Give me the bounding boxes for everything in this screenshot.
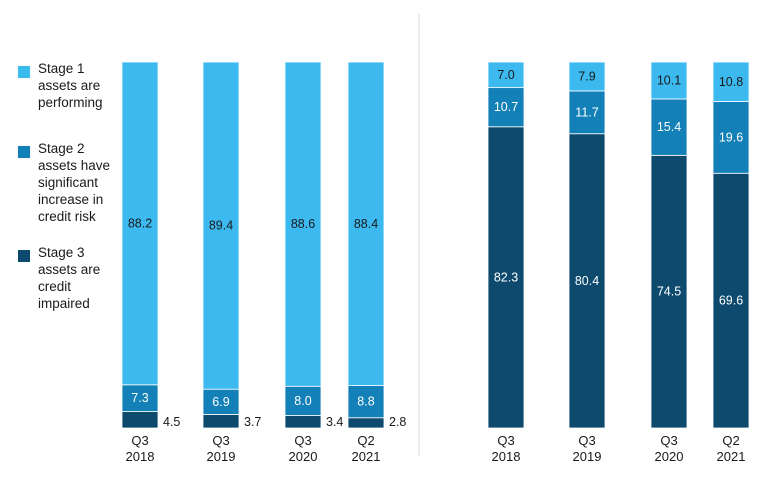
bar-segment-p2-c3-s1 — [650, 154, 688, 429]
x-tick-label-p1-c1-l2: 2018 — [126, 449, 155, 464]
bar-segment-p2-c4-s1 — [712, 172, 750, 429]
data-label-p1-c2-s2: 6.9 — [212, 395, 229, 409]
data-label-p1-c4-s2: 8.8 — [357, 395, 374, 409]
x-tick-label-p1-c4-l2: 2021 — [352, 449, 381, 464]
x-tick-label-p1-c3-l1: Q3 — [294, 433, 311, 448]
data-label-p2-c1-s3: 7.0 — [497, 68, 514, 82]
data-label-p1-c1-s1: 4.5 — [163, 415, 180, 429]
bar-segment-p1-c2-s1 — [202, 414, 240, 429]
bar-segment-p1-c4-s3 — [347, 61, 385, 386]
data-label-p2-c2-s3: 7.9 — [578, 69, 595, 83]
legend-swatch-stage-1 — [18, 66, 30, 78]
legend-label-stage-3: Stage 3 assets are credit impaired — [38, 245, 101, 311]
x-tick-label-p1-c4-l1: Q2 — [357, 433, 374, 448]
x-tick-label-p2-c1-l2: 2018 — [492, 449, 521, 464]
data-label-p1-c3-s1: 3.4 — [326, 415, 343, 429]
bar-segment-p2-c2-s3 — [568, 61, 606, 92]
data-label-p2-c2-s2: 11.7 — [575, 105, 598, 119]
bar-segment-p1-c1-s3 — [121, 61, 159, 386]
data-label-p1-c1-s2: 7.3 — [131, 391, 148, 405]
bar-segment-p1-c3-s3 — [284, 61, 322, 387]
bar-segment-p1-c4-s1 — [347, 417, 385, 429]
x-tick-label-p1-c1-l1: Q3 — [131, 433, 148, 448]
x-tick-label-p2-c2-l2: 2019 — [573, 449, 602, 464]
data-label-p2-c1-s1: 82.3 — [494, 270, 518, 284]
data-label-p1-c2-s1: 3.7 — [244, 415, 261, 429]
data-label-p1-c4-s1: 2.8 — [389, 415, 406, 429]
bar-segment-p1-c1-s1 — [121, 411, 159, 429]
legend-label-stage-2: Stage 2 assets have significant increase… — [38, 141, 111, 224]
bar-segment-p2-c3-s3 — [650, 61, 688, 100]
x-tick-label-p2-c3-l2: 2020 — [655, 449, 684, 464]
bar-segment-p1-c3-s2 — [284, 385, 322, 416]
legend-label-stage-1: Stage 1 assets are performing — [38, 61, 103, 110]
bar-segment-p2-c2-s2 — [568, 90, 606, 135]
bar-segment-p2-c1-s3 — [487, 61, 525, 89]
x-tick-label-p2-c3-l1: Q3 — [660, 433, 677, 448]
x-tick-label-p2-c1-l1: Q3 — [497, 433, 514, 448]
data-label-p1-c3-s3: 88.6 — [291, 217, 315, 231]
data-label-p1-c1-s3: 88.2 — [128, 216, 152, 230]
data-label-p1-c3-s2: 8.0 — [294, 394, 311, 408]
data-label-p1-c2-s3: 89.4 — [209, 219, 233, 233]
bar-segment-p2-c2-s1 — [568, 133, 606, 429]
bar-segment-p1-c4-s2 — [347, 385, 385, 419]
bar-segment-p1-c2-s2 — [202, 388, 240, 415]
legend-swatch-stage-3 — [18, 250, 30, 262]
data-label-p2-c3-s3: 10.1 — [657, 73, 681, 87]
data-label-p1-c4-s3: 88.4 — [354, 217, 378, 231]
bar-segment-p2-c4-s3 — [712, 61, 750, 102]
data-label-p2-c3-s2: 15.4 — [657, 120, 681, 134]
bar-segment-p2-c1-s1 — [487, 126, 525, 429]
data-label-p2-c1-s2: 10.7 — [494, 100, 518, 114]
legend-swatch-stage-2 — [18, 146, 30, 158]
x-tick-label-p1-c2-l2: 2019 — [207, 449, 236, 464]
x-tick-label-p2-c2-l1: Q3 — [578, 433, 595, 448]
x-tick-label-p2-c4-l1: Q2 — [722, 433, 739, 448]
data-label-p2-c3-s1: 74.5 — [657, 285, 681, 299]
x-tick-label-p1-c3-l2: 2020 — [289, 449, 318, 464]
data-label-p2-c2-s1: 80.4 — [575, 274, 599, 288]
data-label-p2-c4-s3: 10.8 — [719, 75, 743, 89]
bar-segment-p1-c2-s3 — [202, 61, 240, 390]
x-tick-label-p2-c4-l2: 2021 — [717, 449, 746, 464]
bar-segment-p1-c3-s1 — [284, 415, 322, 429]
bar-segment-p2-c4-s2 — [712, 101, 750, 174]
x-tick-label-p1-c2-l1: Q3 — [212, 433, 229, 448]
data-label-p2-c4-s1: 69.6 — [719, 294, 743, 308]
data-label-p2-c4-s2: 19.6 — [719, 130, 743, 144]
